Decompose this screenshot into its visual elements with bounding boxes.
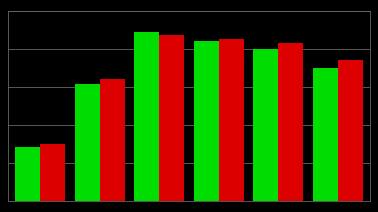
Bar [219,39,244,201]
Bar [75,84,100,201]
Bar [313,68,338,201]
Bar [15,147,40,201]
Bar [100,79,125,201]
Bar [134,32,159,201]
Bar [278,43,303,201]
Bar [253,49,278,201]
Bar [338,60,363,201]
Bar [40,144,65,201]
Bar [159,35,184,201]
Bar [194,40,219,201]
